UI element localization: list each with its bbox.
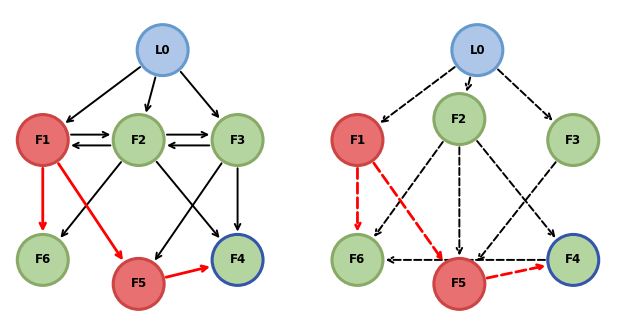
Circle shape [332,114,383,166]
Circle shape [212,235,263,285]
Text: F1: F1 [35,133,51,147]
Text: F6: F6 [35,254,51,266]
Text: F3: F3 [565,133,581,147]
Text: F2: F2 [451,113,467,126]
Circle shape [17,114,68,166]
Circle shape [548,114,599,166]
Text: F2: F2 [131,133,147,147]
Circle shape [452,25,503,75]
Text: F4: F4 [230,254,246,266]
Text: F4: F4 [565,254,581,266]
Circle shape [113,114,164,166]
Circle shape [548,235,599,285]
Text: L0: L0 [470,44,485,57]
Circle shape [137,25,188,75]
Text: F1: F1 [349,133,365,147]
Circle shape [212,114,263,166]
Text: F5: F5 [451,277,467,290]
Circle shape [113,258,164,309]
Text: F3: F3 [230,133,246,147]
Text: F5: F5 [131,277,147,290]
Circle shape [434,93,485,145]
Circle shape [434,258,485,309]
Text: L0: L0 [155,44,170,57]
Circle shape [332,235,383,285]
Circle shape [17,235,68,285]
Text: F6: F6 [349,254,365,266]
